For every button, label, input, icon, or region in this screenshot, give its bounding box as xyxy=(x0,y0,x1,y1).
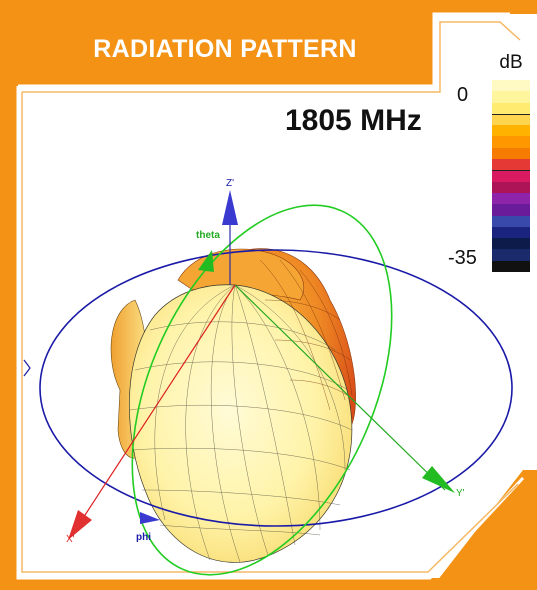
y-axis-arrow xyxy=(422,466,455,493)
colorbar-segment xyxy=(492,136,530,149)
scale-min-label: -35 xyxy=(448,247,477,269)
frame-inner-line xyxy=(21,21,521,573)
frame-right-corner xyxy=(430,470,537,590)
theta-arrow xyxy=(198,250,214,272)
colorbar-segment xyxy=(492,113,530,127)
colorbar-segment xyxy=(492,102,530,115)
colorbar-segment xyxy=(492,181,530,194)
colorbar-segment xyxy=(492,170,530,184)
colorbar-segment xyxy=(492,159,530,171)
lobe-main xyxy=(129,284,353,563)
frame-title-tab xyxy=(10,10,434,86)
colorbar-segment xyxy=(492,260,530,273)
theta-label: theta xyxy=(196,230,220,241)
x-axis-arrow xyxy=(68,510,92,540)
frame-left-bar xyxy=(0,0,18,590)
colorbar-segment xyxy=(492,125,530,137)
phi-ring xyxy=(39,249,513,527)
colorbar-segment xyxy=(492,91,530,104)
colorbar-segment xyxy=(492,215,530,228)
phi-label: phi xyxy=(136,532,151,543)
colorbar-segment xyxy=(492,238,530,250)
y-axis-label: Y' xyxy=(456,488,465,499)
edge-arrow-glyph xyxy=(23,359,31,377)
colorbar-unit: dB xyxy=(499,52,523,73)
theta-ring xyxy=(131,204,393,576)
colorbar-segment xyxy=(492,192,530,205)
colorbar xyxy=(492,80,530,273)
colorbar-segment xyxy=(492,249,530,262)
z-axis-arrow xyxy=(222,190,238,225)
scale-max-label: 0 xyxy=(457,84,469,106)
colorbar-segment xyxy=(492,147,530,160)
page-title: RADIATION PATTERN xyxy=(93,34,357,63)
x-axis-label: X' xyxy=(66,534,75,545)
x-axis xyxy=(71,284,236,536)
colorbar-segment xyxy=(492,204,530,217)
frame-inner-border xyxy=(16,12,525,580)
frequency-label: 1805 MHz xyxy=(285,104,422,137)
phi-arrow xyxy=(140,512,160,524)
colorbar-segment xyxy=(492,226,530,239)
y-axis xyxy=(234,284,446,491)
colorbar-segment xyxy=(492,80,530,92)
z-axis-label: Z' xyxy=(226,178,234,189)
frame-bottom-bar xyxy=(0,578,537,590)
